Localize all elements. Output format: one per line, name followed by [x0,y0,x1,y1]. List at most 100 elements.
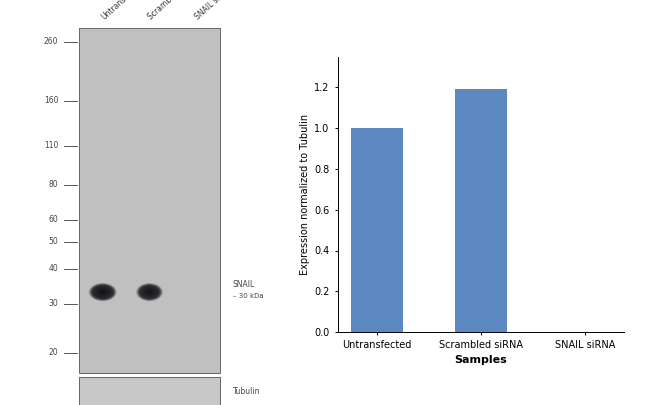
Ellipse shape [191,389,202,394]
Ellipse shape [142,388,157,394]
Ellipse shape [100,290,105,294]
Ellipse shape [93,286,112,298]
Ellipse shape [187,388,205,395]
Ellipse shape [140,286,159,298]
Ellipse shape [140,286,159,299]
Ellipse shape [148,390,151,392]
Ellipse shape [142,287,157,297]
Ellipse shape [98,289,107,295]
Ellipse shape [182,385,211,397]
Ellipse shape [90,284,116,301]
Ellipse shape [144,289,155,296]
Ellipse shape [145,389,154,393]
Ellipse shape [89,283,116,301]
Ellipse shape [101,391,104,392]
Ellipse shape [101,291,105,293]
Ellipse shape [88,283,117,301]
Ellipse shape [189,388,203,394]
Ellipse shape [194,390,198,392]
Ellipse shape [90,284,115,300]
Ellipse shape [96,287,110,297]
Ellipse shape [142,287,157,297]
Ellipse shape [182,385,211,398]
Bar [351,128,403,332]
Ellipse shape [97,389,109,394]
Ellipse shape [183,386,210,397]
Text: 160: 160 [44,96,58,105]
Ellipse shape [136,386,162,397]
Ellipse shape [137,284,162,300]
Ellipse shape [148,291,151,293]
Ellipse shape [190,388,203,394]
Ellipse shape [136,284,162,301]
Text: 40: 40 [49,264,58,273]
Ellipse shape [192,390,200,393]
Ellipse shape [138,386,161,396]
Ellipse shape [139,387,160,396]
Ellipse shape [94,286,112,298]
Ellipse shape [185,387,207,396]
Ellipse shape [138,284,161,300]
Ellipse shape [140,388,159,395]
Text: 30: 30 [49,299,58,308]
Ellipse shape [93,286,112,298]
Ellipse shape [139,285,160,299]
Ellipse shape [94,388,111,395]
Ellipse shape [187,387,206,396]
Ellipse shape [135,385,164,398]
Ellipse shape [190,389,203,394]
Ellipse shape [142,388,157,394]
Ellipse shape [143,389,156,394]
Ellipse shape [99,290,106,294]
Ellipse shape [133,384,166,399]
Ellipse shape [144,389,155,394]
Ellipse shape [146,290,153,294]
Ellipse shape [98,390,107,393]
Ellipse shape [147,390,152,392]
Ellipse shape [146,290,153,294]
Ellipse shape [148,291,151,293]
Ellipse shape [181,385,212,398]
Ellipse shape [91,386,114,396]
Ellipse shape [87,384,118,398]
Ellipse shape [144,389,155,394]
Ellipse shape [181,385,211,398]
Ellipse shape [99,290,107,294]
Ellipse shape [184,386,209,396]
Ellipse shape [97,288,109,296]
Ellipse shape [91,386,114,396]
Ellipse shape [138,386,161,396]
Ellipse shape [146,390,153,393]
Ellipse shape [101,291,104,293]
Ellipse shape [148,390,151,392]
Ellipse shape [188,388,204,394]
X-axis label: Samples: Samples [454,355,508,364]
Ellipse shape [185,386,208,396]
Ellipse shape [92,387,114,396]
Ellipse shape [135,385,164,397]
Ellipse shape [142,388,157,395]
Ellipse shape [96,388,110,394]
Ellipse shape [94,388,112,395]
Text: Scrambled siRNA: Scrambled siRNA [146,0,201,21]
Ellipse shape [193,390,200,393]
Ellipse shape [92,286,113,299]
Ellipse shape [91,285,114,300]
Ellipse shape [146,390,153,393]
Ellipse shape [98,289,107,295]
Ellipse shape [97,288,109,296]
Ellipse shape [88,385,118,398]
Ellipse shape [196,391,197,392]
Ellipse shape [148,291,151,293]
Text: 260: 260 [44,37,58,46]
Ellipse shape [149,391,150,392]
Ellipse shape [88,385,117,398]
Ellipse shape [136,283,163,301]
Ellipse shape [192,390,201,393]
Ellipse shape [98,289,108,296]
Ellipse shape [142,287,157,297]
Text: 20: 20 [49,348,58,357]
Ellipse shape [138,387,161,396]
Ellipse shape [94,286,112,298]
Ellipse shape [140,286,159,298]
